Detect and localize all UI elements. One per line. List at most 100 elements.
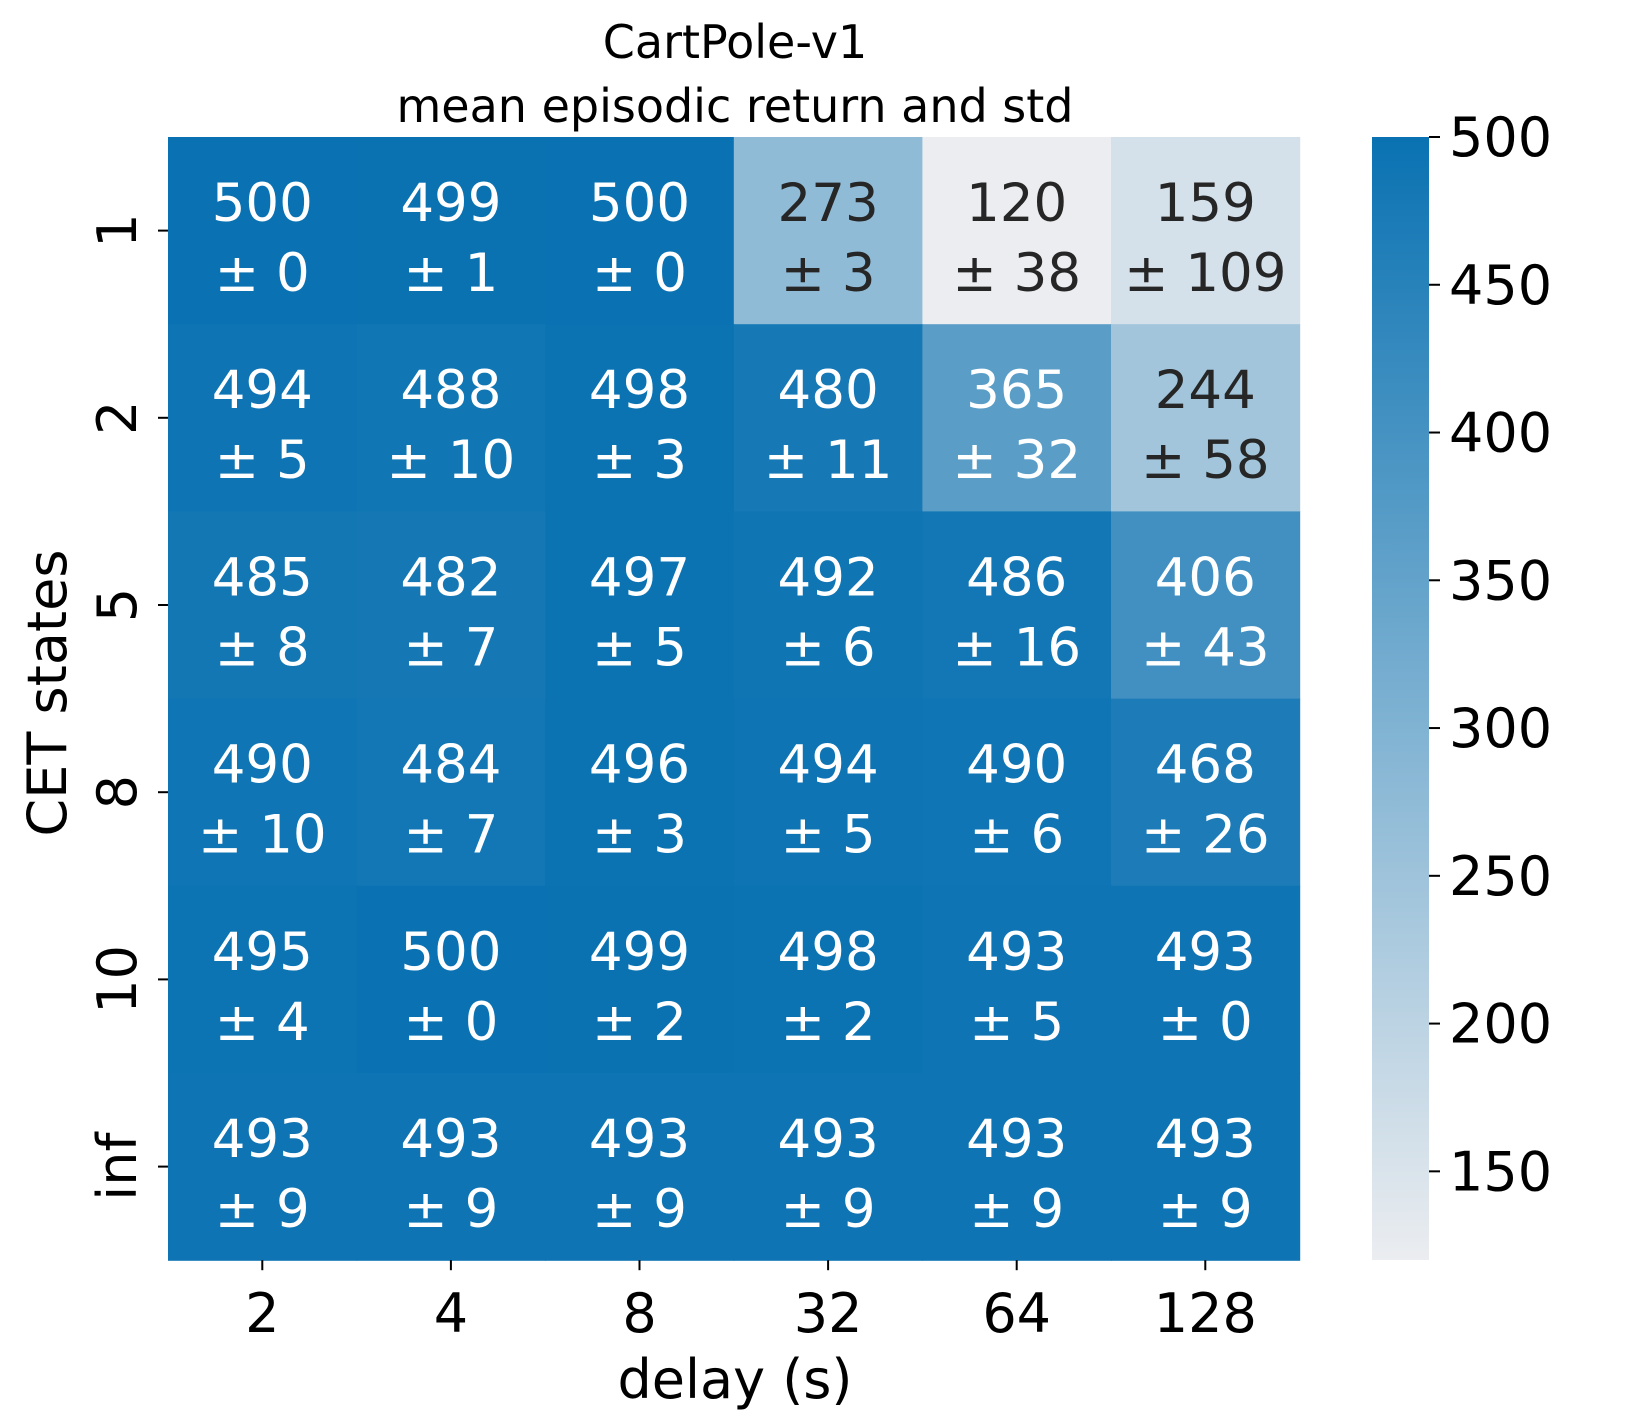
- cell-std-label: ± 7: [403, 805, 498, 866]
- heatmap-cell-r4-c4: [922, 885, 1112, 1074]
- cell-std-label: ± 4: [215, 992, 310, 1053]
- cell-value-label: 498: [778, 922, 879, 983]
- colorbar-tick-label: 450: [1449, 254, 1552, 317]
- y-tick-label: 10: [86, 945, 149, 1014]
- heatmap-cell-r1-c0: [168, 324, 358, 512]
- cell-value-label: 486: [966, 547, 1067, 608]
- cell-std-label: ± 2: [592, 992, 687, 1053]
- colorbar-tick-label: 300: [1449, 697, 1552, 760]
- heatmap-cell-r3-c4: [922, 698, 1112, 887]
- cell-value-label: 493: [212, 1109, 313, 1170]
- cell-std-label: ± 38: [952, 243, 1081, 304]
- cell-std-label: ± 3: [781, 243, 876, 304]
- colorbar-tick-label: 250: [1449, 845, 1552, 908]
- cell-std-label: ± 26: [1141, 805, 1270, 866]
- cell-std-label: ± 43: [1141, 617, 1270, 678]
- cell-value-label: 493: [966, 922, 1067, 983]
- x-tick-label: 128: [1154, 1282, 1257, 1345]
- heatmap-cell-r4-c5: [1111, 885, 1301, 1074]
- heatmap-cell-r4-c2: [545, 885, 735, 1074]
- y-tick-label: 5: [86, 588, 149, 622]
- x-axis-label: delay (s): [618, 1348, 853, 1411]
- cell-value-label: 159: [1155, 173, 1256, 234]
- heatmap-cell-r1-c4: [922, 324, 1112, 512]
- cell-std-label: ± 7: [403, 617, 498, 678]
- colorbar-tick-label: 350: [1449, 549, 1552, 612]
- cell-std-label: ± 5: [215, 430, 310, 491]
- heatmap-cell-r2-c0: [168, 511, 358, 700]
- cell-value-label: 492: [778, 547, 879, 608]
- cell-value-label: 493: [1155, 922, 1256, 983]
- heatmap-cell-r5-c2: [545, 1073, 735, 1261]
- cell-std-label: ± 9: [403, 1179, 498, 1240]
- heatmap-cell-r5-c4: [922, 1073, 1112, 1261]
- cell-value-label: 499: [589, 922, 690, 983]
- heatmap-cell-r1-c3: [733, 324, 923, 512]
- cell-value-label: 493: [966, 1109, 1067, 1170]
- cell-value-label: 485: [212, 547, 313, 608]
- cell-value-label: 273: [778, 173, 879, 234]
- cell-value-label: 498: [589, 360, 690, 421]
- cell-value-label: 499: [400, 173, 501, 234]
- cell-value-label: 494: [778, 735, 879, 796]
- x-tick-label: 32: [794, 1282, 863, 1345]
- heatmap-cell-r2-c1: [356, 511, 546, 700]
- heatmap-cell-r2-c2: [545, 511, 735, 700]
- cell-std-label: ± 5: [781, 805, 876, 866]
- cell-value-label: 120: [966, 173, 1067, 234]
- heatmap-cell-r0-c3: [733, 137, 923, 325]
- x-tick-label: 64: [982, 1282, 1051, 1345]
- heatmap-cell-r3-c5: [1111, 698, 1301, 887]
- chart-title-line-1: CartPole-v1: [603, 15, 867, 69]
- cell-value-label: 493: [589, 1109, 690, 1170]
- cell-std-label: ± 2: [781, 992, 876, 1053]
- heatmap-cell-r5-c5: [1111, 1073, 1301, 1261]
- cell-value-label: 482: [400, 547, 501, 608]
- colorbar-ticks: 150 200 250 300 350 400 450 500: [1429, 106, 1552, 1203]
- cell-std-label: ± 5: [592, 617, 687, 678]
- cell-value-label: 493: [778, 1109, 879, 1170]
- cell-std-label: ± 0: [403, 992, 498, 1053]
- colorbar-tick-label: 400: [1449, 402, 1552, 465]
- cell-std-label: ± 10: [198, 805, 327, 866]
- colorbar-tick-label: 200: [1449, 993, 1552, 1056]
- cell-std-label: ± 5: [969, 992, 1064, 1053]
- heatmap-cell-r3-c1: [356, 698, 546, 887]
- heatmap-cell-r5-c0: [168, 1073, 358, 1261]
- heatmap-cell-r0-c0: [168, 137, 358, 325]
- cell-std-label: ± 109: [1124, 243, 1286, 304]
- cell-value-label: 484: [400, 735, 501, 796]
- cell-value-label: 488: [400, 360, 501, 421]
- cell-std-label: ± 6: [969, 805, 1064, 866]
- cell-std-label: ± 3: [592, 430, 687, 491]
- y-tick-label: inf: [86, 1130, 149, 1200]
- cell-std-label: ± 9: [781, 1179, 876, 1240]
- heatmap-cell-r0-c1: [356, 137, 546, 325]
- y-axis-label: CET states: [16, 550, 79, 837]
- x-axis: 2 4 8 32 64 128: [245, 1260, 1257, 1345]
- cell-std-label: ± 9: [215, 1179, 310, 1240]
- cell-value-label: 244: [1155, 360, 1256, 421]
- y-tick-label: 2: [86, 401, 149, 435]
- heatmap-cell-r5-c3: [733, 1073, 923, 1261]
- heatmap-cell-r3-c3: [733, 698, 923, 887]
- cell-value-label: 406: [1155, 547, 1256, 608]
- cell-value-label: 365: [966, 360, 1067, 421]
- cell-value-label: 495: [212, 922, 313, 983]
- heatmap-cell-r0-c2: [545, 137, 735, 325]
- cell-value-label: 494: [212, 360, 313, 421]
- y-tick-label: 8: [86, 775, 149, 809]
- cell-std-label: ± 0: [1158, 992, 1253, 1053]
- heatmap-cell-r2-c5: [1111, 511, 1301, 700]
- cell-value-label: 468: [1155, 735, 1256, 796]
- colorbar: [1372, 137, 1429, 1260]
- y-tick-label: 1: [86, 213, 149, 247]
- cell-std-label: ± 8: [215, 617, 310, 678]
- heatmap-cell-r5-c1: [356, 1073, 546, 1261]
- cell-std-label: ± 16: [952, 617, 1081, 678]
- cell-value-label: 500: [400, 922, 501, 983]
- cell-std-label: ± 9: [1158, 1179, 1253, 1240]
- heatmap-cell-r0-c4: [922, 137, 1112, 325]
- heatmap-cell-r0-c5: [1111, 137, 1301, 325]
- cell-std-label: ± 32: [952, 430, 1081, 491]
